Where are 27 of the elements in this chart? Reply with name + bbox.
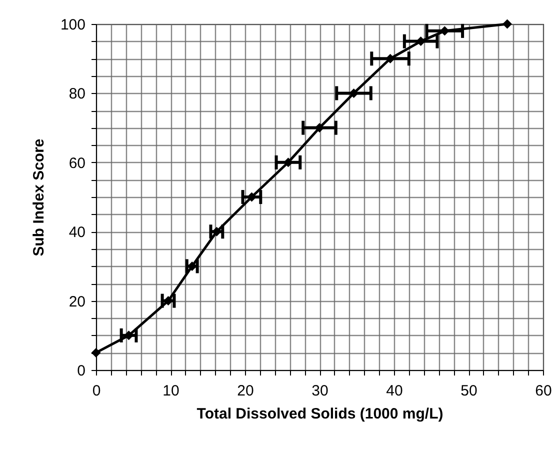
x-tick-label: 40 (386, 382, 403, 400)
y-tick-label: 40 (68, 224, 86, 242)
y-tick-label: 0 (77, 362, 86, 380)
point (440, 26, 450, 36)
point (283, 158, 293, 168)
point (212, 226, 222, 236)
x-tick-label: 20 (237, 382, 254, 400)
x-tick-label: 60 (535, 382, 552, 400)
point (386, 54, 396, 64)
x-tick-label: 30 (312, 382, 328, 400)
y-tick-label: 100 (60, 16, 86, 34)
point (349, 88, 359, 98)
point (91, 348, 101, 358)
point (187, 261, 197, 271)
point (124, 330, 134, 340)
x-tick-label: 0 (92, 382, 101, 400)
x-axis-title: Total Dissolved Solids (1000 mg/L) (196, 406, 444, 422)
x-tick-label: 50 (460, 382, 478, 400)
point (416, 36, 426, 46)
y-tick-label: 20 (68, 293, 86, 310)
point (314, 123, 324, 133)
y-axis-title: Sub Index Score (30, 138, 48, 256)
x-tick-label: 10 (162, 382, 180, 400)
y-tick-label: 80 (68, 86, 86, 103)
point (164, 296, 174, 306)
point (502, 19, 512, 29)
y-tick-label: 60 (68, 154, 86, 172)
